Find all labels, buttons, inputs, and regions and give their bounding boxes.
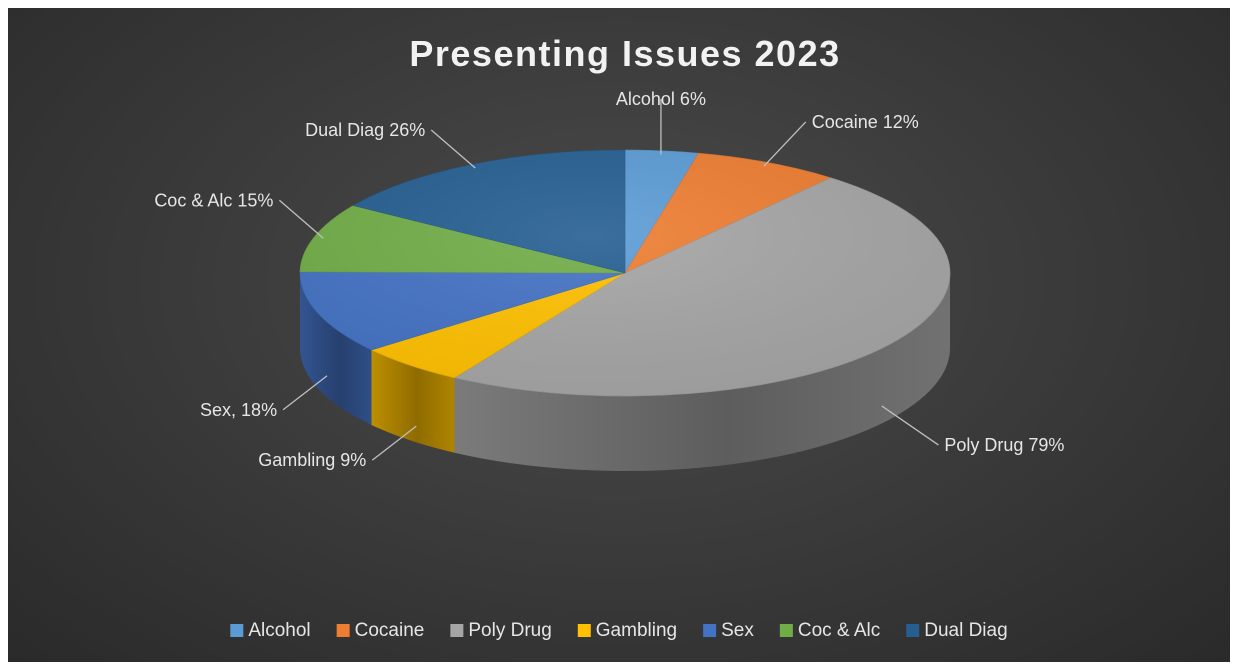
pie-labels-layer: Alcohol 6% Cocaine 12% Poly Drug 79% Gambli… [154, 89, 1064, 470]
pie-top-highlight [300, 150, 950, 396]
legend-swatch-poly-drug [450, 624, 464, 637]
data-label-gambling: Gambling 9% [258, 450, 366, 470]
legend-item-gambling: Gambling [577, 620, 677, 641]
chart-title: Presenting Issues 2023 [409, 33, 840, 74]
legend-label-poly-drug: Poly Drug [468, 620, 551, 641]
leader-line-coc-alc [278, 199, 324, 239]
pie-chart: Presenting Issues 2023 Alcohol 6% Cocaine… [154, 33, 1064, 641]
legend-item-dual-diag: Dual Diag [906, 620, 1008, 641]
legend-swatch-coc-alc [779, 624, 793, 637]
chart-area: Presenting Issues 2023 Alcohol 6% Cocaine… [8, 8, 1230, 662]
legend-swatch-alcohol [230, 624, 244, 637]
legend: Alcohol Cocaine Poly Drug Gambling Sex Coc & … [230, 620, 1008, 641]
leader-line-gambling [371, 425, 417, 461]
legend-label-dual-diag: Dual Diag [924, 620, 1007, 641]
legend-item-coc-alc: Coc & Alc [779, 620, 880, 641]
legend-swatch-sex [703, 624, 717, 637]
data-label-sex: Sex, 18% [200, 400, 277, 420]
legend-item-poly-drug: Poly Drug [450, 620, 552, 641]
legend-item-alcohol: Alcohol [230, 620, 311, 641]
data-label-coc-alc: Coc & Alc 15% [154, 190, 273, 210]
legend-label-alcohol: Alcohol [248, 620, 310, 641]
legend-item-cocaine: Cocaine [336, 620, 425, 641]
data-label-alcohol: Alcohol 6% [616, 89, 706, 109]
legend-label-cocaine: Cocaine [355, 620, 425, 641]
legend-label-coc-alc: Coc & Alc [798, 620, 880, 641]
data-label-dual-diag: Dual Diag 26% [305, 120, 425, 140]
data-label-poly-drug: Poly Drug 79% [944, 435, 1064, 455]
legend-swatch-dual-diag [906, 624, 920, 637]
legend-swatch-gambling [577, 624, 591, 637]
legend-swatch-cocaine [336, 624, 350, 637]
legend-label-gambling: Gambling [596, 620, 677, 641]
legend-label-sex: Sex [721, 620, 754, 641]
pie-top-layer [299, 149, 951, 397]
pie-side-shade-sex [300, 273, 372, 425]
pie-side-layer [300, 273, 950, 471]
leader-line-cocaine [763, 121, 807, 167]
leader-line-sex [282, 375, 328, 411]
legend-item-sex: Sex [703, 620, 754, 641]
leader-line-poly-drug [881, 405, 939, 446]
leader-line-dual-diag [430, 129, 476, 169]
data-label-cocaine: Cocaine 12% [812, 112, 919, 132]
pie-side-shade-poly-drug [454, 273, 950, 471]
pie-side-shade-gambling [371, 349, 455, 453]
